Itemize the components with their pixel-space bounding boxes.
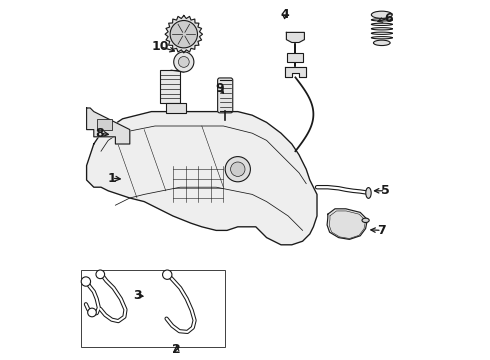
Polygon shape bbox=[327, 209, 368, 239]
Bar bbox=[160, 70, 180, 103]
Polygon shape bbox=[87, 112, 317, 245]
Circle shape bbox=[163, 270, 172, 279]
Ellipse shape bbox=[362, 218, 369, 222]
Polygon shape bbox=[87, 108, 130, 144]
Text: 3: 3 bbox=[133, 289, 141, 302]
Text: 4: 4 bbox=[280, 8, 289, 21]
Circle shape bbox=[81, 277, 91, 286]
Circle shape bbox=[170, 21, 197, 48]
Text: 9: 9 bbox=[216, 82, 224, 95]
Circle shape bbox=[96, 270, 104, 279]
Text: 5: 5 bbox=[381, 184, 390, 197]
Polygon shape bbox=[165, 15, 202, 53]
Bar bbox=[166, 103, 186, 113]
Polygon shape bbox=[286, 32, 304, 42]
Text: 1: 1 bbox=[107, 172, 116, 185]
Ellipse shape bbox=[371, 11, 392, 18]
Circle shape bbox=[178, 57, 189, 67]
Bar bbox=[81, 270, 225, 347]
Text: 7: 7 bbox=[377, 224, 386, 237]
Text: 8: 8 bbox=[95, 127, 103, 140]
Circle shape bbox=[231, 162, 245, 176]
Polygon shape bbox=[285, 67, 306, 77]
Text: 10: 10 bbox=[151, 40, 169, 53]
Bar bbox=[288, 53, 303, 62]
Text: 2: 2 bbox=[172, 343, 181, 356]
Text: 6: 6 bbox=[385, 12, 393, 24]
FancyBboxPatch shape bbox=[218, 78, 233, 113]
Bar bbox=[98, 119, 112, 130]
Circle shape bbox=[174, 52, 194, 72]
Ellipse shape bbox=[373, 40, 390, 45]
Ellipse shape bbox=[366, 188, 371, 198]
Circle shape bbox=[88, 308, 97, 317]
Circle shape bbox=[225, 157, 250, 182]
